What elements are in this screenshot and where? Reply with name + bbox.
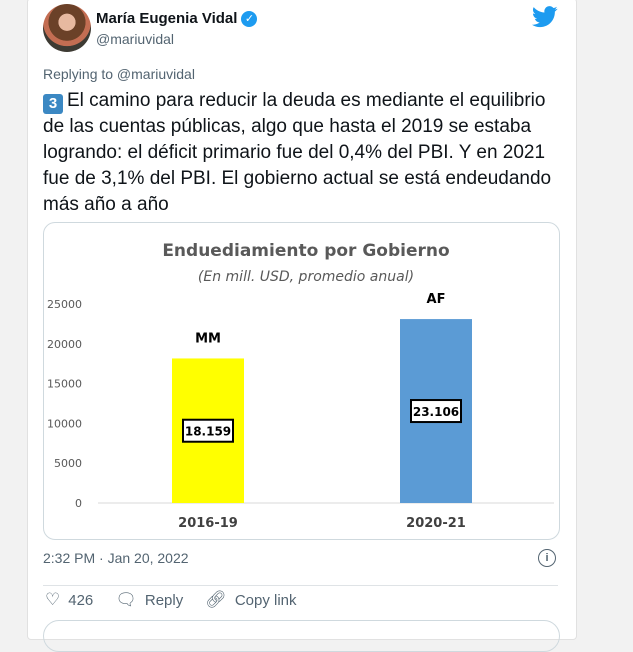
y-tick-label: 10000: [47, 417, 82, 430]
data-label-box: [410, 399, 462, 424]
x-tick-label: 2020-21: [406, 516, 466, 531]
action-bar: ♡ 426 🗨︎ Reply 🔗︎ Copy link: [45, 590, 319, 610]
x-tick-label: 2016-19: [178, 516, 238, 531]
chart-title: Enduediamiento por Gobierno: [162, 241, 449, 261]
data-label: 23.106: [413, 405, 459, 419]
avatar[interactable]: [43, 4, 91, 52]
data-label: 18.159: [185, 425, 231, 439]
bar-chart: Enduediamiento por Gobierno (En mill. US…: [47, 241, 554, 531]
bar-series-label: MM: [195, 331, 221, 346]
author-name[interactable]: María Eugenia Vidal ✓: [96, 10, 258, 27]
twitter-bird-icon[interactable]: [532, 6, 558, 28]
author-handle[interactable]: @mariuvidal: [96, 31, 175, 47]
tweet-body: El camino para reducir la deuda es media…: [43, 90, 552, 215]
info-icon[interactable]: i: [538, 549, 556, 567]
copy-link-button[interactable]: 🔗︎ Copy link: [205, 590, 296, 610]
tweet-image-chart[interactable]: Enduediamiento por Gobierno (En mill. US…: [43, 222, 560, 540]
link-icon: 🔗︎: [205, 590, 227, 609]
like-count: 426: [68, 591, 94, 609]
read-replies-button[interactable]: [43, 620, 560, 652]
y-tick-label: 5000: [54, 457, 82, 470]
reply-label: Reply: [144, 591, 184, 609]
timestamp[interactable]: 2:32 PM · Jan 20, 2022: [43, 550, 189, 566]
reply-icon: 🗨︎: [115, 590, 137, 609]
keycap-3-emoji: 3: [43, 94, 63, 114]
replying-to[interactable]: Replying to @mariuvidal: [43, 66, 195, 82]
heart-icon: ♡: [45, 590, 61, 609]
y-tick-label: 0: [75, 497, 82, 510]
y-tick-label: 25000: [47, 298, 82, 311]
verified-badge-icon: ✓: [241, 10, 258, 27]
reply-button[interactable]: 🗨︎ Reply: [115, 590, 183, 610]
bar-series-label: AF: [427, 292, 446, 307]
divider: [43, 585, 558, 586]
data-label-box: [182, 418, 234, 443]
y-tick-label: 20000: [47, 338, 82, 351]
like-button[interactable]: ♡ 426: [45, 590, 93, 610]
copy-link-label: Copy link: [234, 591, 297, 609]
chart-subtitle: (En mill. USD, promedio anual): [198, 269, 414, 285]
y-tick-label: 15000: [47, 378, 82, 391]
author-name-text: María Eugenia Vidal: [96, 10, 238, 27]
tweet-text: 3 El camino para reducir la deuda es medi…: [43, 88, 558, 218]
